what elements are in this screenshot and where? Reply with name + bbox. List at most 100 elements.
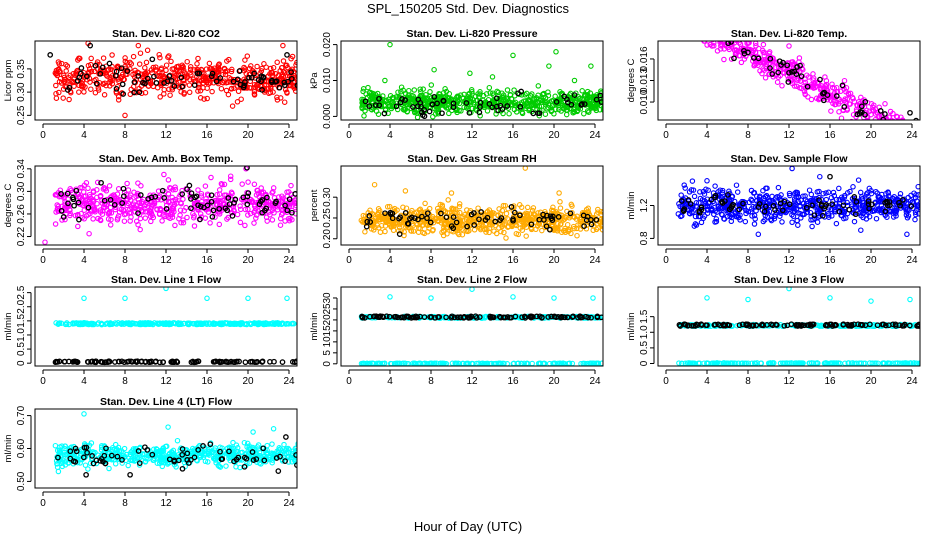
data-point (709, 36, 713, 40)
data-point (236, 358, 242, 365)
data-point (692, 30, 696, 34)
data-point (113, 68, 120, 75)
data-point (245, 179, 251, 185)
data-point (293, 202, 297, 209)
plot-frame (34, 40, 298, 121)
data-point (279, 359, 286, 365)
data-point (829, 201, 836, 208)
data-point (682, 11, 686, 15)
data-point (103, 188, 110, 194)
data-point (95, 87, 102, 93)
data-point (680, 23, 684, 27)
data-point (163, 206, 170, 212)
data-point (884, 199, 891, 206)
data-point (911, 190, 917, 196)
data-point (697, 189, 703, 195)
data-point (147, 79, 154, 85)
data-point (458, 214, 464, 221)
data-point (251, 209, 257, 216)
data-point (706, 20, 710, 24)
data-point (263, 214, 270, 221)
x-tick-label: 4 (81, 255, 87, 266)
data-point (809, 202, 815, 209)
data-point (914, 141, 918, 145)
data-point (915, 202, 920, 208)
data-point (702, 21, 706, 25)
data-point (707, 35, 711, 39)
data-point (131, 189, 137, 196)
x-tick-label: 4 (704, 255, 710, 266)
data-point (868, 190, 875, 197)
data-point (519, 109, 525, 116)
data-point (515, 231, 522, 238)
data-point (53, 320, 59, 326)
data-point (258, 73, 265, 80)
x-tick-label: 0 (40, 376, 46, 387)
data-point (82, 84, 88, 90)
data-point (393, 103, 400, 110)
data-point (751, 61, 758, 68)
data-point (228, 358, 234, 365)
y-axis-label: Licor ppm (3, 60, 14, 102)
data-point (256, 321, 262, 327)
data-point (680, 22, 684, 26)
data-point (484, 108, 491, 114)
data-point (475, 91, 481, 97)
data-point (899, 197, 906, 203)
data-point (66, 206, 73, 213)
data-point (234, 76, 241, 83)
points-group (680, 11, 919, 145)
data-point (56, 208, 62, 214)
data-point (415, 216, 421, 223)
data-point (838, 115, 845, 120)
data-point (833, 93, 840, 99)
data-point (775, 184, 782, 191)
data-point (706, 27, 710, 31)
data-point (213, 78, 220, 85)
data-point (896, 135, 900, 139)
data-point (387, 93, 394, 99)
data-point (814, 189, 821, 195)
data-point (463, 216, 470, 223)
data-point (402, 90, 409, 97)
data-point (836, 208, 843, 215)
data-point (113, 85, 120, 92)
data-point (760, 60, 767, 66)
data-point (90, 196, 96, 203)
data-point (217, 75, 224, 81)
data-point (58, 207, 65, 214)
x-tick-label: 4 (387, 130, 393, 141)
data-point (121, 218, 128, 224)
data-point (536, 110, 543, 117)
data-point (174, 64, 180, 70)
data-point (584, 88, 591, 95)
data-point (726, 206, 733, 213)
x-tick-label: 20 (548, 130, 560, 141)
data-point (593, 96, 600, 103)
data-point (248, 63, 254, 69)
x-tick-label: 0 (663, 255, 669, 266)
data-point (277, 222, 284, 228)
data-point (830, 92, 837, 98)
data-point (586, 109, 592, 115)
data-point (375, 206, 382, 212)
data-point (294, 82, 297, 89)
data-point (138, 320, 145, 327)
data-point (237, 203, 243, 209)
data-point (84, 321, 90, 327)
data-point (190, 321, 197, 327)
data-point (593, 226, 600, 233)
data-point (726, 26, 730, 30)
data-point (841, 104, 848, 110)
data-point (65, 74, 72, 81)
data-point (269, 217, 276, 223)
data-point (736, 206, 743, 213)
data-point (907, 125, 911, 129)
x-tick-label: 0 (346, 130, 352, 141)
data-point (191, 82, 198, 88)
data-point (397, 214, 403, 221)
data-point (723, 31, 727, 35)
data-point (272, 200, 279, 206)
